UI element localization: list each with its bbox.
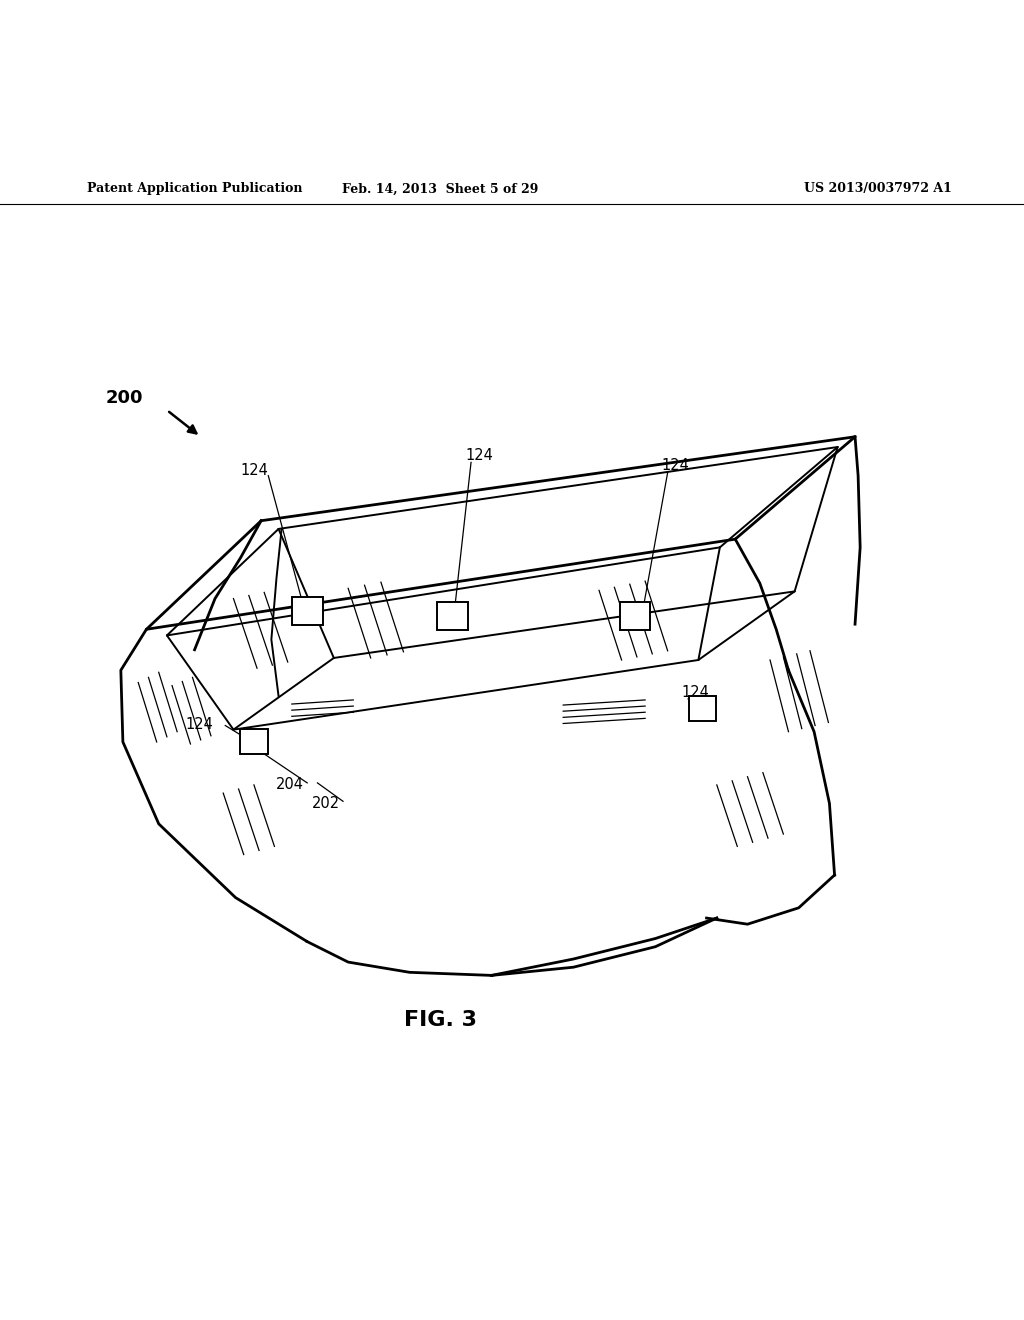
Text: 200: 200 [105, 389, 143, 407]
Text: Patent Application Publication: Patent Application Publication [87, 182, 302, 195]
Text: 124: 124 [681, 685, 709, 701]
Bar [689, 696, 717, 721]
Text: 124: 124 [240, 463, 268, 478]
Bar [437, 602, 468, 630]
Text: 124: 124 [185, 717, 213, 733]
Text: 124: 124 [465, 447, 494, 463]
Text: 204: 204 [276, 777, 304, 792]
Text: Feb. 14, 2013  Sheet 5 of 29: Feb. 14, 2013 Sheet 5 of 29 [342, 182, 539, 195]
Text: 124: 124 [662, 458, 690, 473]
Bar [292, 597, 323, 624]
Text: FIG. 3: FIG. 3 [403, 1010, 477, 1031]
Text: US 2013/0037972 A1: US 2013/0037972 A1 [805, 182, 952, 195]
Bar [240, 730, 268, 754]
Text: 202: 202 [312, 796, 340, 810]
Bar [620, 602, 650, 630]
